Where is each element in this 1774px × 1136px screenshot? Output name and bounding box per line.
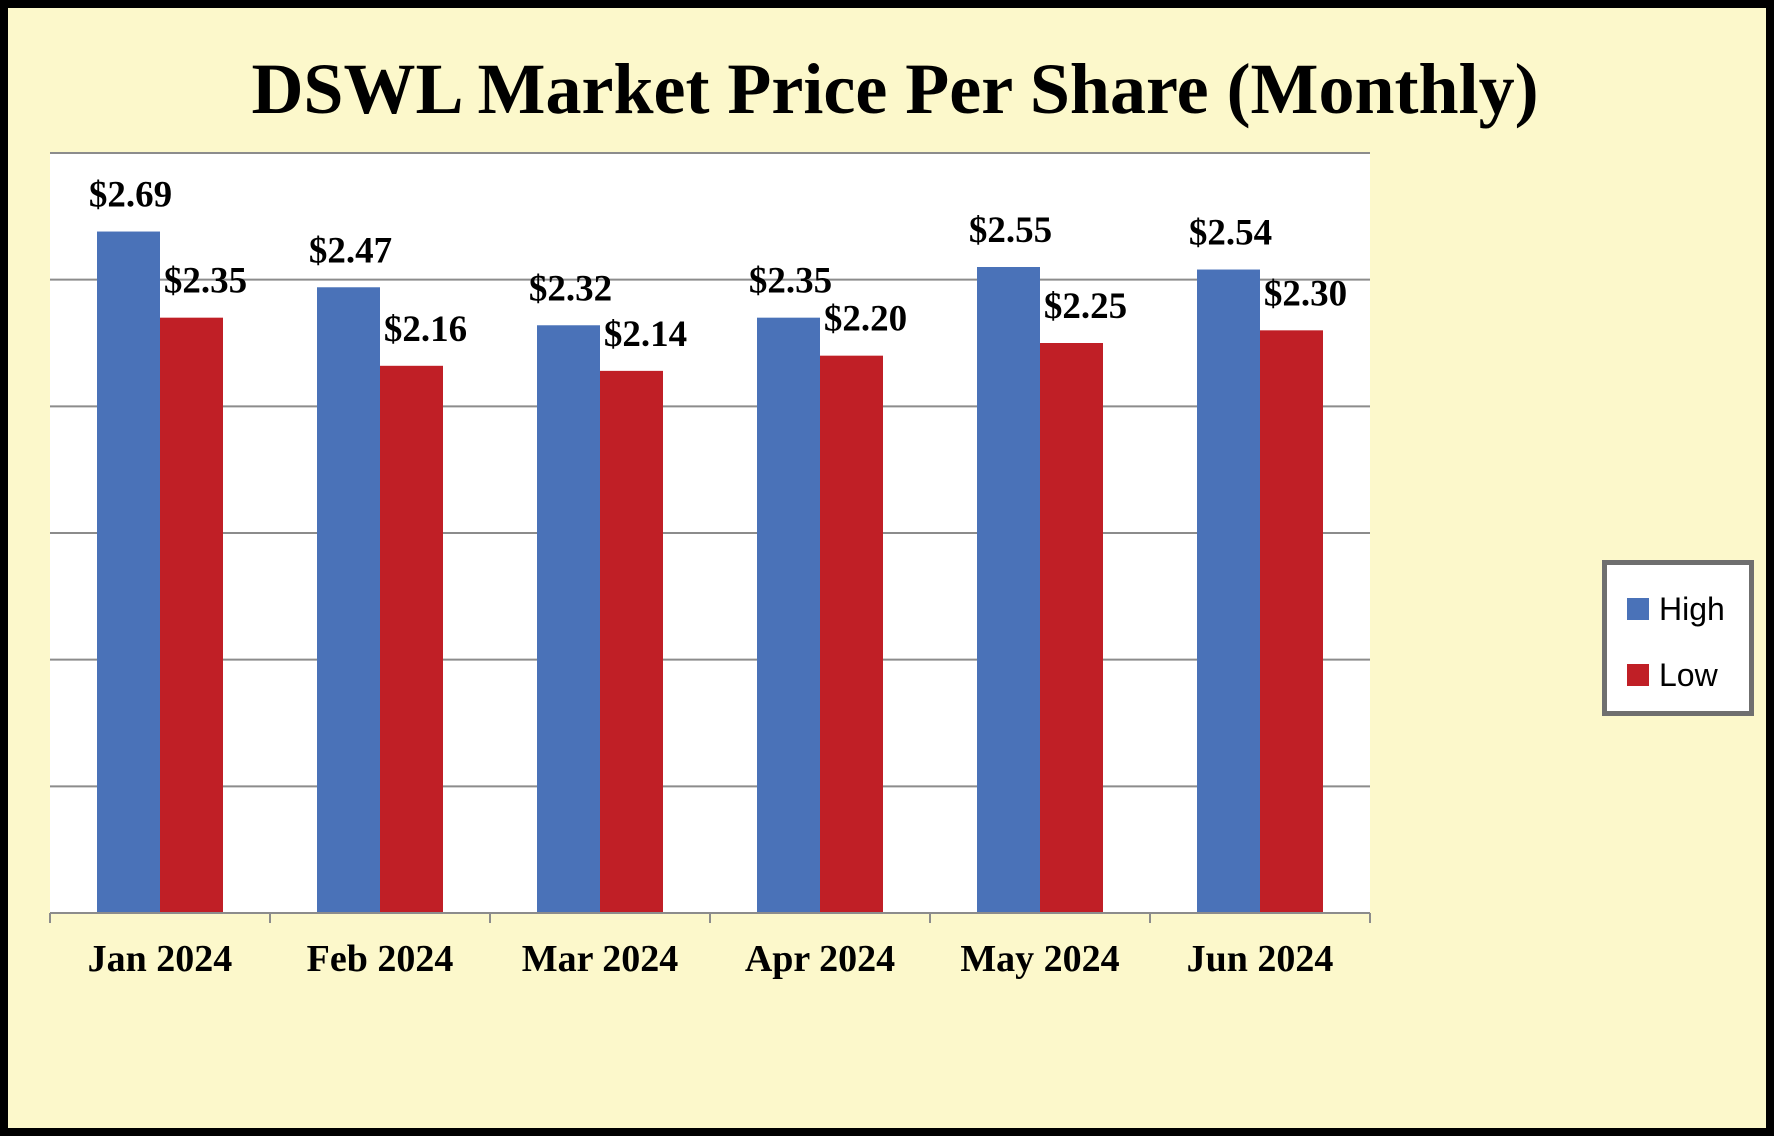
- bars: [97, 231, 1323, 914]
- x-tick-label-5: Jun 2024: [1187, 938, 1334, 980]
- bar-low-4: [1040, 343, 1103, 913]
- data-label-high-1: $2.47: [309, 230, 392, 271]
- legend-swatch-low: [1627, 664, 1649, 686]
- data-label-high-0: $2.69: [89, 175, 172, 216]
- data-labels: $2.69 $2.47 $2.32 $2.35 $2.55 $2.54 $2.35 $2.16…: [89, 175, 1347, 355]
- legend-item-high: High: [1627, 589, 1725, 629]
- data-label-high-2: $2.32: [529, 268, 612, 309]
- bar-low-2: [600, 370, 663, 913]
- data-label-high-5: $2.54: [1189, 213, 1272, 254]
- x-tick-label-0: Jan 2024: [88, 938, 233, 980]
- gridlines: [50, 152, 1370, 788]
- x-tick-label-1: Feb 2024: [307, 938, 454, 980]
- bar-low-0: [160, 317, 223, 914]
- data-label-low-0: $2.35: [164, 261, 247, 302]
- bar-low-5: [1260, 330, 1323, 913]
- chart-title: DSWL Market Price Per Share (Monthly): [251, 49, 1539, 129]
- x-tick-label-3: Apr 2024: [745, 938, 895, 980]
- data-label-low-3: $2.20: [824, 299, 907, 340]
- legend-label-high: High: [1659, 591, 1725, 627]
- data-label-low-4: $2.25: [1044, 286, 1127, 327]
- data-label-low-5: $2.30: [1264, 273, 1347, 314]
- x-tick-label-4: May 2024: [960, 938, 1119, 980]
- bar-low-1: [380, 365, 443, 913]
- legend-item-low: Low: [1627, 655, 1718, 695]
- x-tick-label-2: Mar 2024: [522, 938, 679, 980]
- legend: High Low: [1602, 560, 1754, 716]
- data-label-high-4: $2.55: [969, 210, 1052, 251]
- bar-chart: Jan 2024 Feb 2024 Mar 2024 Apr 2024 May 2024…: [49, 152, 1371, 980]
- legend-label-low: Low: [1659, 657, 1718, 693]
- legend-swatch-high: [1627, 598, 1649, 620]
- bar-high-5: [1197, 269, 1260, 913]
- bar-high-0: [97, 231, 160, 914]
- bar-high-2: [537, 325, 600, 913]
- data-label-low-2: $2.14: [604, 314, 687, 355]
- data-label-low-1: $2.16: [384, 309, 467, 350]
- x-axis: Jan 2024 Feb 2024 Mar 2024 Apr 2024 May 2024…: [49, 912, 1371, 980]
- bar-high-3: [757, 317, 820, 914]
- bar-high-4: [977, 267, 1040, 913]
- bar-low-3: [820, 355, 883, 914]
- bar-high-1: [317, 287, 380, 913]
- data-label-high-3: $2.35: [749, 261, 832, 302]
